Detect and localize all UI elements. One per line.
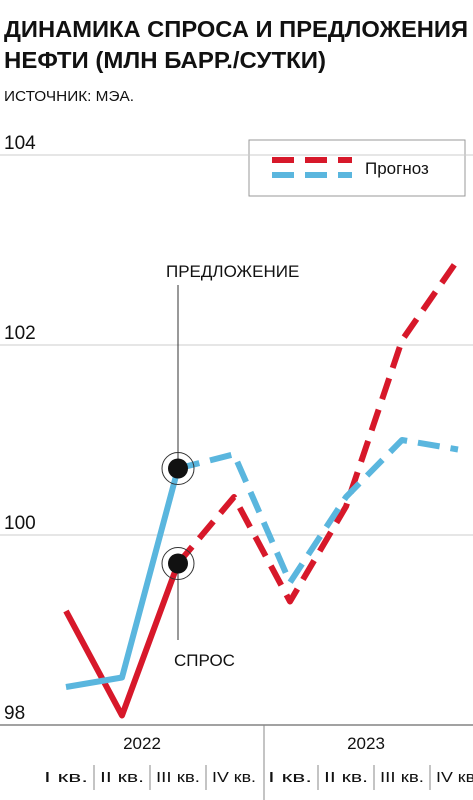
x-tick-label: IV кв. xyxy=(212,769,256,786)
chart-title: НЕФТИ (МЛН БАРР./СУТКИ) xyxy=(4,47,326,73)
y-tick-label: 102 xyxy=(4,323,36,344)
y-tick-label: 100 xyxy=(4,513,36,534)
series-label: СПРОС xyxy=(174,651,235,670)
forecast-line xyxy=(177,437,459,586)
y-tick-label: 98 xyxy=(4,703,25,724)
x-tick-label: II кв. xyxy=(324,769,368,786)
series-line xyxy=(63,562,181,719)
chart-subtitle: ИСТОЧНИК: МЭА. xyxy=(4,88,134,105)
x-tick-label: IV кв. xyxy=(436,769,473,786)
chart-title: ДИНАМИКА СПРОСА И ПРЕДЛОЖЕНИЯ xyxy=(4,16,468,42)
point-marker xyxy=(168,553,188,574)
series-line xyxy=(65,467,181,690)
x-group-label: 2022 xyxy=(123,734,161,753)
x-tick-label: III кв. xyxy=(156,769,200,786)
x-tick-label: III кв. xyxy=(380,769,424,786)
legend-box xyxy=(248,139,466,197)
point-marker xyxy=(168,458,188,479)
y-tick-label: 104 xyxy=(4,133,36,154)
point-ring xyxy=(161,452,195,485)
x-tick-label: II кв. xyxy=(100,769,144,786)
point-ring xyxy=(161,547,195,580)
x-tick-label: I кв. xyxy=(268,769,312,786)
forecast-line xyxy=(175,257,461,605)
x-group-label: 2023 xyxy=(347,734,385,753)
legend-label: Прогноз xyxy=(365,159,429,178)
x-tick-label: I кв. xyxy=(44,769,88,786)
series-label: ПРЕДЛОЖЕНИЕ xyxy=(166,262,299,281)
